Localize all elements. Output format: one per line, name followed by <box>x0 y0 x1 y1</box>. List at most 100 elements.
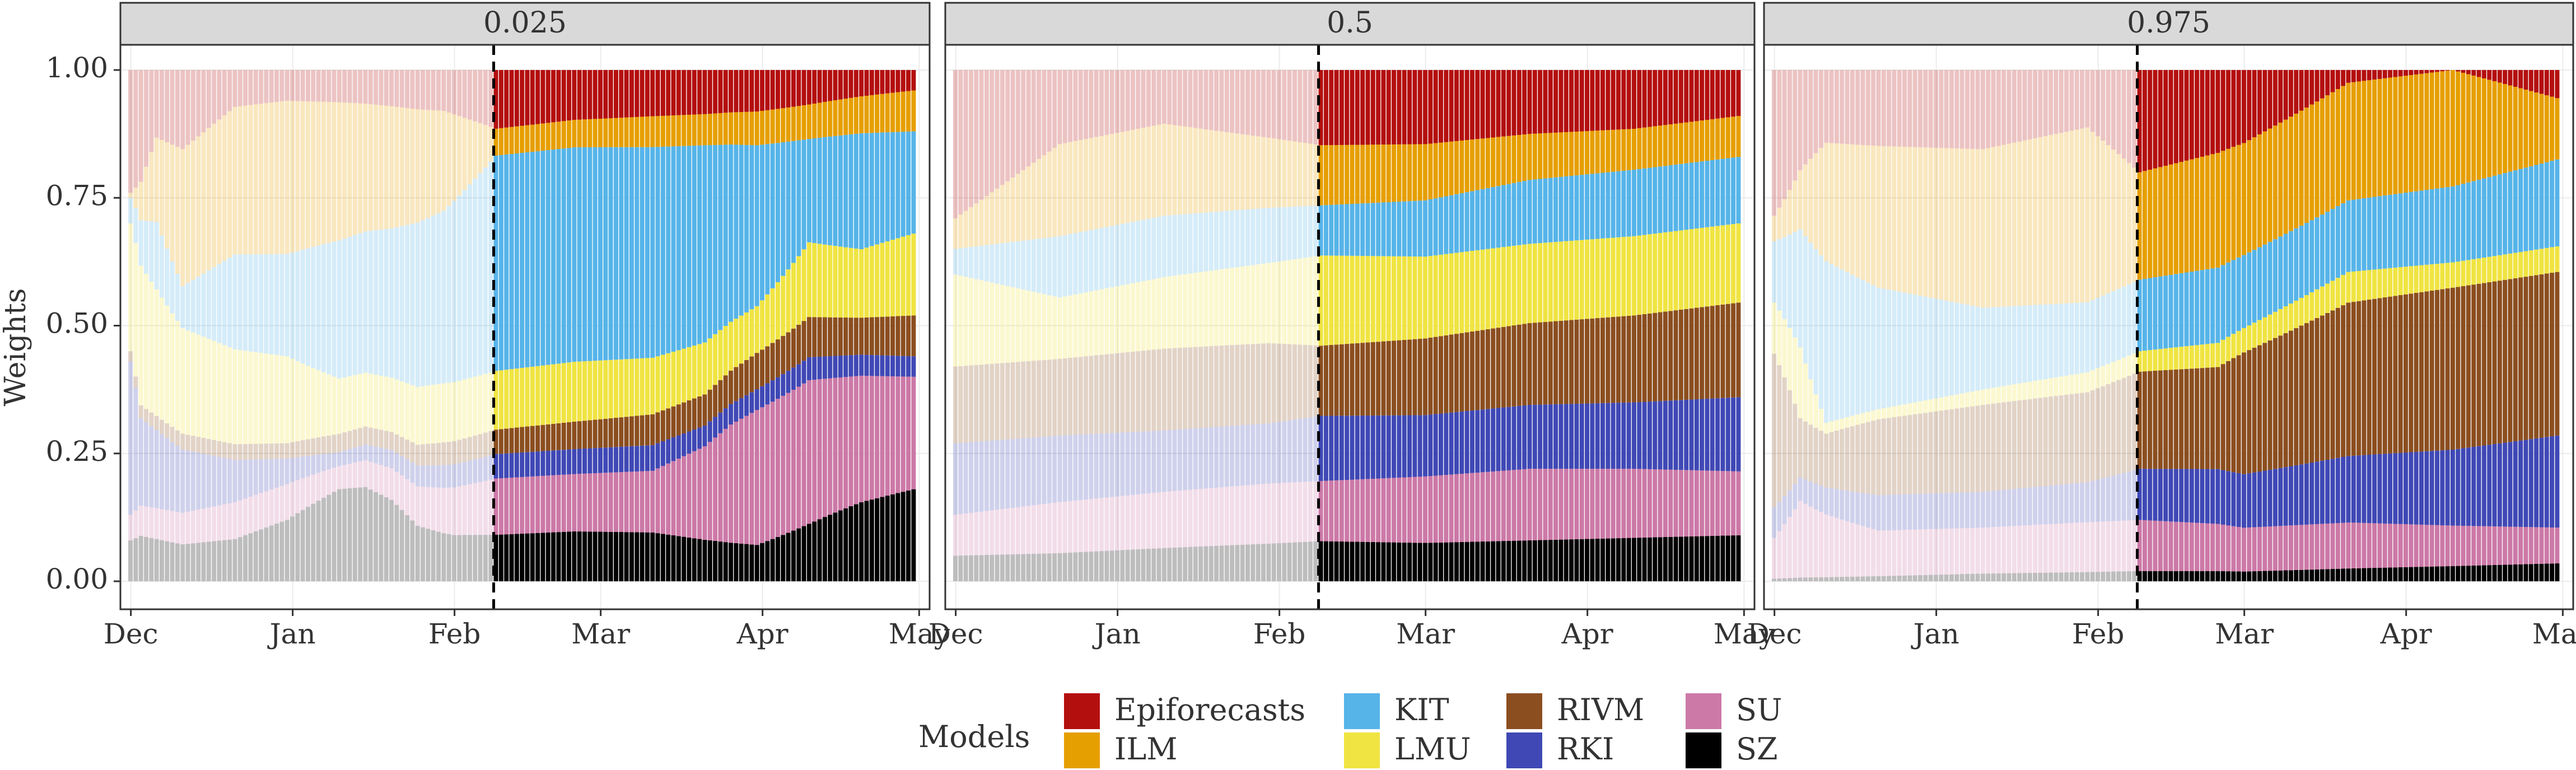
bar-segment-rivm <box>744 360 749 395</box>
bar-segment-kit <box>2043 304 2048 379</box>
bar-segment-epiforecasts <box>415 70 420 110</box>
bar-segment-lmu <box>232 349 237 445</box>
bar-segment-su <box>1975 528 1980 574</box>
bar-segment-rki <box>1777 502 1782 531</box>
bar-segment-sz <box>1569 539 1574 581</box>
bar-segment-rivm <box>650 414 655 445</box>
bar-segment-sz <box>1590 539 1595 581</box>
bar-segment-sz <box>995 554 1000 581</box>
bar-segment-epiforecasts <box>1611 70 1616 130</box>
bar-segment-epiforecasts <box>666 70 671 116</box>
bar-segment-kit <box>869 133 874 246</box>
bar-segment-rki <box>149 426 154 507</box>
bar-segment-kit <box>2101 295 2106 366</box>
bar-segment-rki <box>2059 484 2064 524</box>
bar-segment-rivm <box>1881 418 1886 496</box>
bar-segment-ilm <box>2048 135 2054 305</box>
bar-segment-epiforecasts <box>1585 70 1590 132</box>
bar-segment-sz <box>1818 577 1823 581</box>
bar-segment-epiforecasts <box>2200 70 2205 157</box>
bar-segment-rivm <box>540 424 545 451</box>
bar-segment-rivm <box>2513 278 2518 441</box>
bar-segment-su <box>467 484 472 535</box>
bar-segment-lmu <box>259 353 264 444</box>
x-tick-label: Dec <box>1747 618 1802 650</box>
bar-segment-kit <box>1386 202 1391 256</box>
bar-segment-rivm <box>1803 421 1808 480</box>
bar-segment-rki <box>1449 412 1454 475</box>
bar-segment-rivm <box>2111 382 2116 476</box>
bar-segment-epiforecasts <box>1710 70 1715 119</box>
bar-segment-epiforecasts <box>170 70 175 145</box>
bar-segment-lmu <box>2414 265 2419 293</box>
bar-segment-su <box>676 458 681 536</box>
bar-segment-lmu <box>1235 267 1240 345</box>
bar-segment-rki <box>222 458 227 505</box>
bar-segment-lmu <box>1308 256 1313 346</box>
bar-segment-rki <box>2471 446 2476 526</box>
bar-segment-rivm <box>806 317 811 357</box>
bar-segment-rivm <box>864 317 869 355</box>
bar-segment-sz <box>1959 574 1964 581</box>
bar-segment-su <box>838 377 843 511</box>
bar-segment-kit <box>1673 164 1678 231</box>
bar-segment-sz <box>2481 565 2486 581</box>
bar-segment-epiforecasts <box>990 70 995 193</box>
bar-segment-rki <box>2320 460 2325 524</box>
bar-segment-epiforecasts <box>1933 70 1938 148</box>
bar-segment-ilm <box>1292 141 1297 207</box>
bar-segment-sz <box>864 501 869 581</box>
bar-segment-ilm <box>781 108 786 143</box>
bar-segment-kit <box>1287 207 1292 260</box>
bar-segment-lmu <box>875 244 880 318</box>
bar-segment-sz <box>300 510 305 581</box>
bar-segment-kit <box>232 254 237 349</box>
bar-segment-epiforecasts <box>379 70 384 105</box>
bar-segment-epiforecasts <box>2210 70 2215 155</box>
bar-segment-rivm <box>545 424 550 451</box>
bar-segment-ilm <box>2523 90 2528 168</box>
bar-segment-rki <box>833 356 838 378</box>
bar-segment-epiforecasts <box>890 70 895 93</box>
bar-segment-su <box>2121 520 2126 572</box>
bar-segment-ilm <box>1412 144 1417 201</box>
bar-segment-sz <box>1855 576 1860 581</box>
bar-segment-su <box>1376 478 1381 543</box>
bar-segment-rki <box>1689 399 1694 470</box>
bar-segment-ilm <box>2074 129 2079 303</box>
bar-segment-sz <box>812 521 817 581</box>
bar-segment-rivm <box>462 438 467 462</box>
bar-segment-epiforecasts <box>1813 70 1818 153</box>
bar-segment-lmu <box>1771 302 1776 354</box>
bar-segment-sz <box>2090 572 2095 581</box>
bar-segment-su <box>2372 523 2377 568</box>
bar-segment-lmu <box>2142 351 2147 372</box>
bar-segment-kit <box>1840 269 1845 419</box>
bar-segment-sz <box>817 519 822 581</box>
bar-segment-lmu <box>2210 343 2215 368</box>
bar-segment-rivm <box>1402 339 1407 416</box>
bar-segment-lmu <box>1047 295 1052 360</box>
bar-segment-lmu <box>1287 260 1292 344</box>
bar-segment-su <box>2126 520 2131 572</box>
bar-segment-sz <box>1585 539 1590 581</box>
bar-segment-lmu <box>1491 248 1496 329</box>
bar-segment-epiforecasts <box>2163 70 2168 166</box>
bar-segment-sz <box>1109 550 1114 581</box>
bar-segment-su <box>1026 506 1031 554</box>
bar-segment-epiforecasts <box>206 70 211 128</box>
bar-segment-ilm <box>2043 136 2048 305</box>
bar-segment-sz <box>1975 573 1980 581</box>
bar-segment-ilm <box>2101 141 2106 296</box>
bar-segment-ilm <box>864 95 869 133</box>
bar-segment-rivm <box>493 430 498 454</box>
bar-segment-su <box>1480 472 1485 542</box>
bar-segment-kit <box>295 251 300 361</box>
bar-segment-kit <box>1944 300 1949 396</box>
bar-segment-epiforecasts <box>1156 70 1161 125</box>
bar-segment-epiforecasts <box>2153 70 2158 169</box>
bar-segment-epiforecasts <box>551 70 556 123</box>
bar-segment-lmu <box>535 366 540 426</box>
bar-segment-lmu <box>895 238 900 316</box>
bar-segment-kit <box>2142 278 2147 351</box>
